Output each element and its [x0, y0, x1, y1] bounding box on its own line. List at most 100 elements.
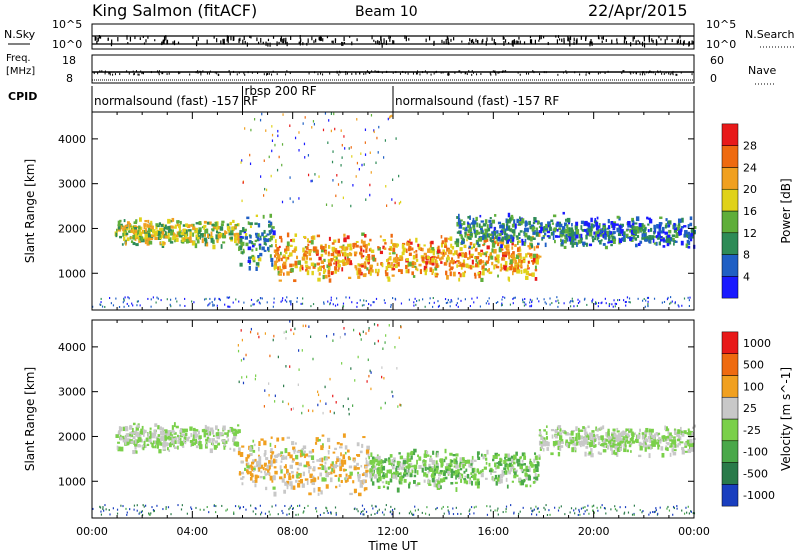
- colorbar-tick-label: -25: [743, 424, 761, 437]
- echo-speckle: [289, 124, 291, 127]
- echo-cell: [514, 264, 518, 267]
- echo-speckle: [317, 403, 319, 407]
- echo-cell: [563, 234, 566, 237]
- echo-cell: [407, 268, 410, 274]
- echo-cell: [195, 227, 198, 233]
- echo-cell: [146, 443, 150, 446]
- echo-cell: [689, 216, 693, 221]
- echo-cell: [501, 257, 505, 261]
- echo-cell: [155, 225, 158, 230]
- echo-cell: [649, 445, 652, 450]
- echo-cell: [462, 227, 465, 230]
- freq-sample: [412, 72, 414, 75]
- echo-cell: [233, 233, 236, 237]
- echo-cell: [249, 452, 253, 457]
- echo-cell: [477, 251, 481, 256]
- echo-cell: [464, 475, 467, 478]
- echo-cell: [547, 221, 551, 225]
- noise-sample: [682, 41, 685, 46]
- echo-cell: [657, 445, 660, 450]
- ground-scatter-cell: [232, 301, 234, 304]
- echo-speckle: [289, 176, 291, 179]
- echo-cell: [128, 227, 131, 230]
- echo-cell: [122, 228, 125, 232]
- echo-cell: [327, 437, 331, 443]
- echo-cell: [684, 230, 688, 235]
- echo-cell: [564, 431, 567, 435]
- echo-cell: [477, 456, 481, 460]
- ground-scatter-cell: [529, 305, 531, 308]
- ground-scatter-cell: [147, 297, 149, 300]
- echo-cell: [257, 446, 260, 452]
- ground-scatter-cell: [216, 304, 218, 307]
- echo-cell: [535, 467, 539, 473]
- noise-sample: [453, 37, 455, 41]
- echo-cell: [538, 454, 541, 458]
- echo-cell: [658, 241, 661, 246]
- echo-cell: [648, 218, 653, 224]
- echo-cell: [319, 463, 323, 466]
- echo-cell: [270, 257, 274, 262]
- freq-sample: [639, 73, 641, 76]
- echo-cell: [328, 261, 332, 267]
- ground-scatter-cell: [225, 509, 227, 512]
- colorbar-swatch: [721, 123, 739, 146]
- echo-cell: [433, 467, 438, 472]
- echo-cell: [339, 245, 342, 249]
- echo-cell: [310, 240, 314, 245]
- echo-cell: [159, 241, 162, 245]
- echo-cell: [179, 437, 182, 442]
- echo-cell: [527, 227, 529, 233]
- echo-speckle: [334, 127, 336, 131]
- echo-cell: [199, 444, 203, 447]
- echo-speckle: [254, 377, 256, 381]
- echo-cell: [311, 449, 315, 453]
- echo-cell: [249, 476, 253, 481]
- echo-cell: [286, 484, 289, 490]
- echo-cell: [174, 440, 177, 444]
- echo-cell: [450, 243, 453, 248]
- ground-scatter-cell: [544, 508, 546, 511]
- echo-cell: [221, 220, 225, 224]
- echo-cell: [452, 261, 455, 265]
- ground-scatter-cell: [250, 298, 253, 301]
- freq-sample: [322, 73, 324, 76]
- echo-cell: [689, 236, 693, 242]
- echo-cell: [535, 231, 539, 237]
- echo-cell: [276, 246, 280, 251]
- echo-cell: [398, 472, 401, 476]
- echo-cell: [442, 470, 446, 473]
- ground-scatter-cell: [678, 305, 680, 308]
- echo-cell: [177, 232, 181, 237]
- echo-cell: [362, 436, 366, 439]
- echo-speckle: [381, 375, 383, 379]
- echo-speckle: [265, 188, 268, 192]
- echo-cell: [203, 432, 206, 438]
- ground-scatter-cell: [597, 509, 599, 512]
- echo-cell: [561, 229, 565, 234]
- echo-cell: [480, 249, 484, 253]
- freq-sample: [505, 70, 507, 73]
- echo-cell: [321, 457, 324, 463]
- echo-cell: [470, 463, 473, 467]
- freq-sample: [276, 73, 278, 76]
- ground-scatter-cell: [370, 304, 372, 307]
- echo-speckle: [277, 129, 279, 133]
- echo-cell: [139, 217, 142, 222]
- echo-cell: [658, 222, 663, 225]
- echo-cell: [433, 472, 436, 476]
- noise-sample: [242, 39, 244, 45]
- ground-scatter-cell: [292, 507, 294, 510]
- echo-speckle: [302, 404, 304, 408]
- echo-cell: [417, 243, 421, 249]
- ground-scatter-cell: [536, 297, 538, 300]
- echo-cell: [212, 434, 215, 437]
- echo-cell: [183, 228, 186, 233]
- echo-cell: [285, 251, 288, 255]
- echo-cell: [276, 437, 280, 442]
- ground-scatter-cell: [488, 297, 490, 300]
- echo-cell: [653, 227, 657, 233]
- echo-cell: [456, 216, 459, 219]
- echo-cell: [348, 474, 352, 479]
- colorbar-tick-label: -100: [743, 446, 768, 459]
